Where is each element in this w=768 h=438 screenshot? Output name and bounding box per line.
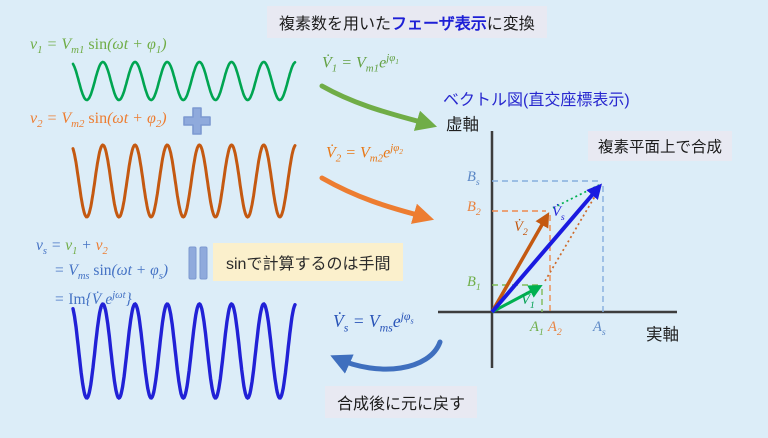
complex-plane-diagram [438,131,677,368]
green-sine-wave [71,60,297,102]
sin-note-box: sinで計算するのは手間 [213,243,404,281]
vector-diagram-title: ベクトル図(直交座標表示) [443,92,630,109]
label-As: As [593,319,606,338]
combine-note-box: 複素平面上で合成 [588,131,733,161]
parallelogram-orange-dotted [544,185,602,282]
plus-icon [183,107,211,135]
label-Bs: Bs [467,169,480,188]
equation-v2: v2 = Vm2 sin(ωt + φ2) [30,110,167,131]
equation-sum-line2: = Vms sin(ωt + φs) [54,262,168,283]
label-B1: B1 [467,274,481,293]
equation-sum-line1: vs = v1 + v2 [36,237,108,258]
blue-sine-wave [71,301,297,401]
equation-phasor2: V̇2 = Vm2ejφ2 [326,142,403,165]
orange-sine-wave [71,143,297,219]
title-box: 複素数を用いたフェーザ表示に変換 [267,6,547,38]
equation-v1: v1 = Vm1 sin(ωt + φ1) [30,36,167,57]
orange-transform-arrow [319,175,435,224]
green-transform-arrow [319,83,438,131]
label-V2: V̇2 [514,219,528,238]
blue-return-arrow [330,339,443,374]
vector-v2 [490,212,550,313]
equation-phasor-s: V̇s = Vmsejφs [333,309,414,335]
label-B2: B2 [467,199,481,218]
title-prefix: 複素数を用いた [279,16,392,33]
label-V1: V̇1 [521,292,535,311]
parallel-bars-icon [188,246,208,280]
vector-vs [490,183,602,314]
label-A1: A1 [530,319,544,338]
return-note-box: 合成後に元に戻す [325,386,478,418]
label-A2: A2 [548,319,562,338]
title-highlight: フェーザ表示 [391,16,487,33]
title-suffix: に変換 [486,16,535,33]
label-Vs: V̇s [552,204,565,223]
vector-v1 [491,285,543,314]
imag-axis-label: 虚軸 [446,116,479,134]
equation-phasor1: V̇1 = Vm1ejφ1 [322,52,399,75]
real-axis-label: 実軸 [646,326,679,344]
parallelogram-green-dotted [552,184,600,209]
